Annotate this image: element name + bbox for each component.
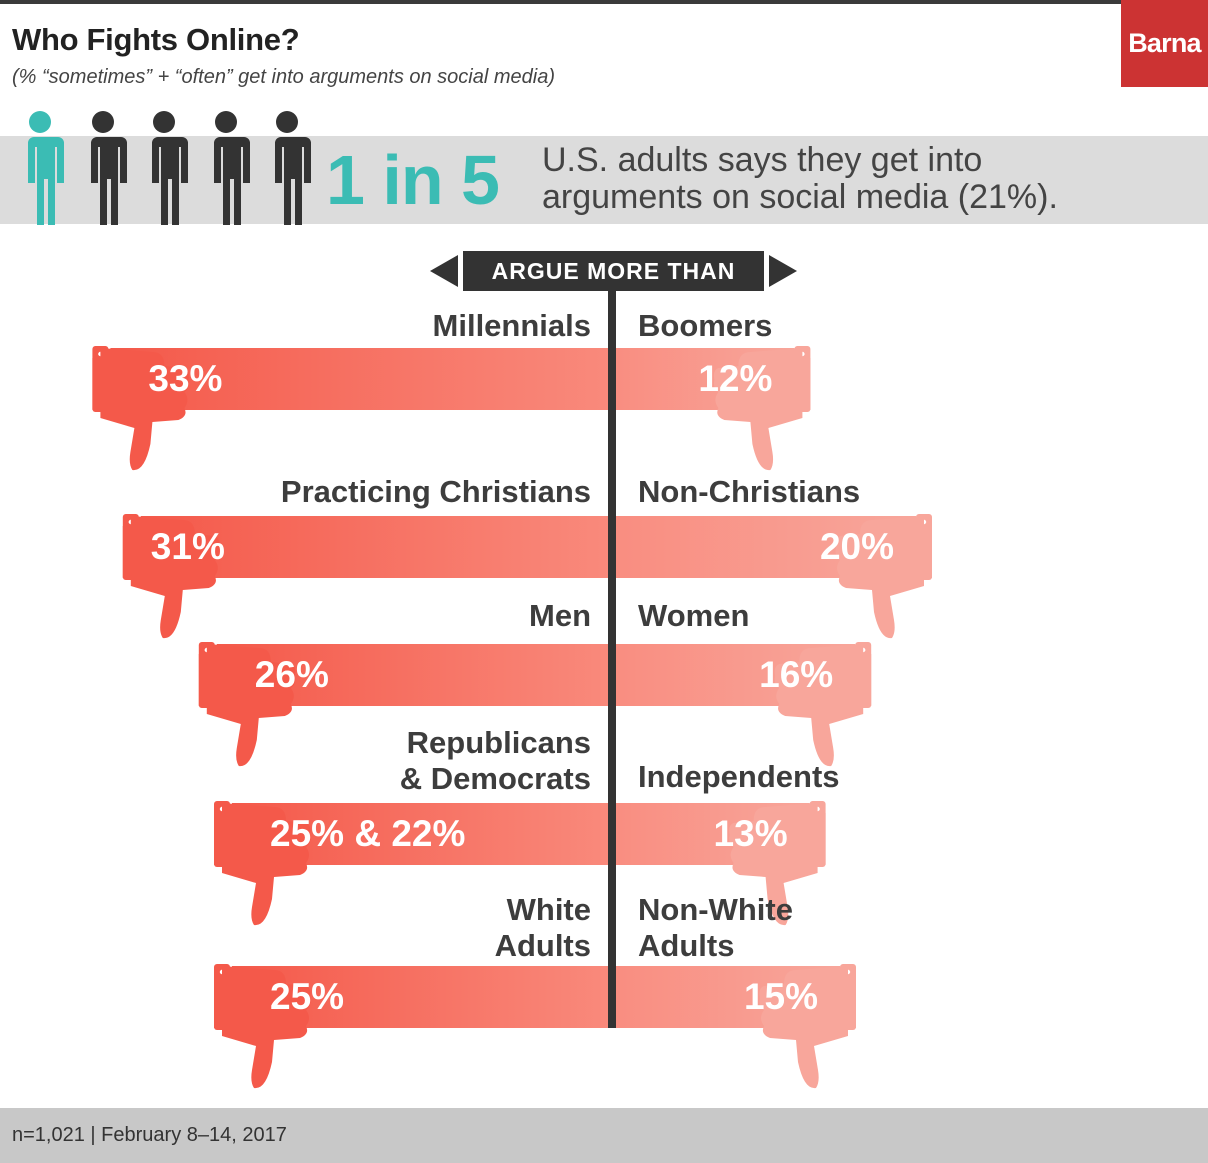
value-left-3: 26%: [254, 654, 329, 695]
comparison-header: ARGUE MORE THAN: [463, 251, 764, 291]
label-right-line: Non-White: [638, 892, 793, 927]
label-left-3: Men: [529, 598, 591, 634]
barna-logo: Barna: [1121, 0, 1208, 87]
thumbs-down-icon-right-5: [759, 966, 856, 1089]
arrow-left-icon: [430, 255, 458, 287]
bar-left-2: [140, 516, 613, 578]
label-left-1: Millennials: [433, 308, 591, 344]
thumbs-down-icon-left-2: [122, 516, 220, 639]
label-left-line: Men: [529, 598, 591, 633]
chart-subtitle: (% “sometimes” + “often” get into argume…: [12, 66, 555, 88]
bar-left-1: [110, 348, 613, 410]
thumbs-down-icon-right-3: [774, 644, 872, 767]
label-left-line: & Democrats: [399, 761, 591, 796]
label-right-3: Women: [638, 598, 749, 634]
label-left-line: Republicans: [406, 725, 591, 760]
label-right-line: Adults: [638, 928, 735, 963]
person-icon: [208, 111, 250, 225]
person-icon: [85, 111, 127, 225]
footer-note: n=1,021 | February 8–14, 2017: [12, 1124, 287, 1146]
label-right-2: Non-Christians: [638, 474, 860, 510]
person-icon-highlighted: [22, 111, 64, 225]
value-left-2: 31%: [150, 526, 225, 567]
label-right-line: Non-Christians: [638, 474, 861, 509]
thumbs-down-icon-left-3: [198, 644, 296, 767]
label-right-line: Independents: [638, 759, 840, 794]
value-left-4: 25% & 22%: [270, 813, 466, 854]
thumbs-down-icon-right-1: [713, 348, 811, 471]
thumbs-down-icon-right-4: [729, 803, 826, 926]
chart-title: Who Fights Online?: [12, 22, 300, 57]
big-stat: 1 in 5: [326, 141, 500, 219]
label-right-4: Independents: [638, 759, 840, 795]
thumbs-down-icon-right-2: [835, 516, 932, 639]
person-icon: [269, 111, 311, 225]
label-left-5: White Adults: [495, 892, 591, 964]
value-right-5: 15%: [743, 976, 818, 1017]
person-icon: [146, 111, 188, 225]
label-left-line: Adults: [494, 928, 591, 963]
label-right-1: Boomers: [638, 308, 772, 344]
value-right-3: 16%: [759, 654, 834, 695]
label-left-line: Practicing Christians: [280, 474, 591, 509]
value-right-2: 20%: [819, 526, 894, 567]
center-divider: [608, 291, 616, 1028]
label-right-line: Women: [638, 598, 750, 633]
stat-text-line1: U.S. adults says they get into: [542, 141, 983, 179]
value-right-1: 12%: [698, 358, 773, 399]
value-right-4: 13%: [713, 813, 788, 854]
label-left-line: White: [506, 892, 591, 927]
label-left-line: Millennials: [432, 308, 591, 343]
stat-text-line2: arguments on social media (21%).: [542, 178, 1058, 216]
thumbs-down-icon-left-1: [92, 348, 189, 471]
top-rule: [0, 0, 1208, 4]
arrow-right-icon: [769, 255, 797, 287]
label-left-2: Practicing Christians: [281, 474, 591, 510]
thumbs-down-icon-left-5: [214, 966, 311, 1089]
value-left-5: 25%: [270, 976, 345, 1017]
footer: n=1,021 | February 8–14, 2017: [0, 1108, 1208, 1163]
value-left-1: 33%: [148, 358, 223, 399]
stat-text: U.S. adults says they get into arguments…: [542, 142, 1058, 216]
label-left-4: Republicans & Democrats: [400, 725, 591, 797]
stat-banner: [0, 136, 1208, 224]
label-right-5: Non-White Adults: [638, 892, 793, 964]
label-right-line: Boomers: [638, 308, 773, 343]
thumbs-down-icon-left-4: [214, 803, 311, 926]
